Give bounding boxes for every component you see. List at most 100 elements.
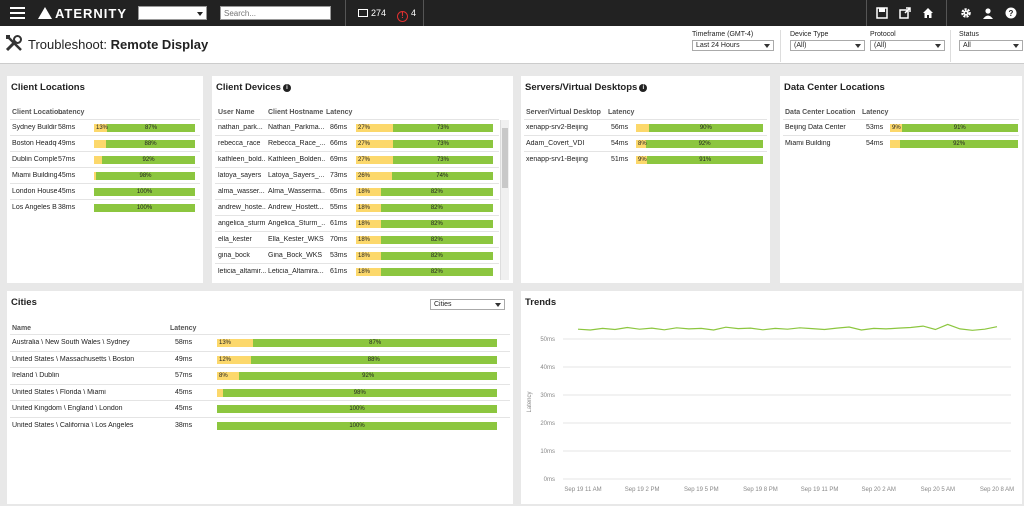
y-tick-label: 50ms xyxy=(540,337,555,343)
table-row[interactable]: leticia_altamir... Leticia_Altamira... 61m… xyxy=(215,263,499,279)
home-icon[interactable] xyxy=(922,7,934,19)
logo-text: ATERNITY xyxy=(55,6,128,21)
alerts-stat[interactable]: ! 4 xyxy=(397,8,416,22)
user-name: gina_bock xyxy=(218,252,250,259)
latency-value: 61ms xyxy=(330,220,348,227)
protocol-dropdown[interactable]: (All) xyxy=(870,40,945,51)
table-row[interactable]: latoya_sayers Latoya_Sayers_... 73ms 74% 26% xyxy=(215,167,499,183)
devices-stat[interactable]: 274 xyxy=(358,8,386,18)
x-tick-label: Sep 19 11 AM xyxy=(564,487,601,493)
user-icon[interactable] xyxy=(982,7,994,19)
location-name: Sydney Building xyxy=(12,124,57,131)
divider xyxy=(950,30,951,62)
table-row[interactable]: Australia \ New South Wales \ Sydney 58ms… xyxy=(10,334,510,351)
panel-title: Client Locations xyxy=(11,82,85,93)
status-filter: Status All xyxy=(959,31,1023,51)
status-dropdown[interactable]: All xyxy=(959,40,1023,51)
export-icon[interactable] xyxy=(899,7,911,19)
table-row[interactable]: Ireland \ Dublin 57ms 92% 8% xyxy=(10,367,510,384)
latency-value: 57ms xyxy=(58,156,76,163)
gear-icon[interactable] xyxy=(960,7,972,19)
latency-value: 45ms xyxy=(58,172,76,179)
table-row[interactable]: Miami Building 54ms 92% xyxy=(783,135,1019,151)
timeframe-label: Timeframe (GMT-4) xyxy=(692,31,754,38)
high-percent-label: 92% xyxy=(362,373,375,379)
search-input[interactable] xyxy=(220,6,331,20)
high-percent-label: 82% xyxy=(430,205,443,211)
menu-icon[interactable] xyxy=(10,7,25,19)
latency-value: 49ms xyxy=(58,140,76,147)
latency-value: 65ms xyxy=(330,188,348,195)
client-hostname: Latoya_Sayers_... xyxy=(268,172,325,179)
latency-bar: 73% 27% xyxy=(356,140,493,148)
low-percent-segment: 18% xyxy=(356,220,381,228)
table-row[interactable]: London House 45ms 100% xyxy=(10,183,200,199)
table-row[interactable]: nathan_park... Nathan_Parkma... 86ms 73% 27% xyxy=(215,119,499,135)
table-row[interactable]: Dublin Complex 57ms 92% xyxy=(10,151,200,167)
high-percent-label: 87% xyxy=(369,340,382,346)
table-row[interactable]: kathleen_bold... Kathleen_Bolden... 69ms 73… xyxy=(215,151,499,167)
low-percent-segment xyxy=(94,156,103,164)
table-row[interactable]: Adam_Covert_VDI 54ms 92% 8% xyxy=(524,135,767,151)
low-percent-segment xyxy=(94,172,97,180)
table-row[interactable]: Los Angeles Bui...38ms 100% xyxy=(10,199,200,215)
latency-bar: 82% 18% xyxy=(356,268,493,276)
context-select[interactable] xyxy=(138,6,207,20)
latency-value: 69ms xyxy=(330,156,348,163)
table-row[interactable]: United Kingdom \ England \ London 45ms 100… xyxy=(10,400,510,417)
table-row[interactable]: Miami Building 45ms 98% xyxy=(10,167,200,183)
latency-bar: 98% xyxy=(217,388,497,397)
user-name: alma_wasser... xyxy=(218,188,265,195)
protocol-label: Protocol xyxy=(870,31,896,38)
high-percent-label: 82% xyxy=(430,253,443,259)
low-percent-segment xyxy=(94,140,107,148)
low-percent-segment: 27% xyxy=(356,156,393,164)
column-header: Data Center Location xyxy=(785,109,856,116)
cities-panel: Cities Name Latency Australia \ New Sout… xyxy=(7,291,513,504)
save-icon[interactable] xyxy=(876,7,888,19)
column-header: Latency xyxy=(58,109,85,116)
device-type-dropdown[interactable]: (All) xyxy=(790,40,865,51)
table-row[interactable]: Boston Headqu...49ms 88% xyxy=(10,135,200,151)
y-axis-label: Latency xyxy=(527,391,533,412)
timeframe-dropdown[interactable]: Last 24 Hours xyxy=(692,40,774,51)
latency-bar: 82% 18% xyxy=(356,204,493,212)
table-row[interactable]: alma_wasser... Alma_Wasserma... 65ms 82% 18% xyxy=(215,183,499,199)
low-percent-segment: 18% xyxy=(356,204,381,212)
table-row[interactable]: angelica_sturm Angelica_Sturm_... 61ms 82% 1… xyxy=(215,215,499,231)
latency-bar: 82% 18% xyxy=(356,236,493,244)
table-row[interactable]: xenapp-srv2-Beijing 56ms 90% xyxy=(524,119,767,135)
table-row[interactable]: United States \ Florida \ Miami 45ms 98% xyxy=(10,383,510,401)
user-name: latoya_sayers xyxy=(218,172,262,179)
table-row[interactable]: rebecca_race Rebecca_Race_... 66ms 73% 27% xyxy=(215,135,499,151)
client-devices-panel: Client Devices i User Name Client Hostnam… xyxy=(212,76,513,283)
column-header: Client Hostname xyxy=(268,109,324,116)
high-percent-label: 74% xyxy=(436,173,449,179)
latency-bar: 90% xyxy=(636,124,763,132)
scrollbar-thumb[interactable] xyxy=(502,128,508,188)
table-row[interactable]: United States \ Massachusetts \ Boston 49… xyxy=(10,350,510,368)
table-row[interactable]: Sydney Building58ms 87% 13% xyxy=(10,119,200,135)
client-hostname: Ella_Kester_WKS xyxy=(268,236,324,243)
latency-bar: 92% 8% xyxy=(636,140,763,148)
scrollbar[interactable] xyxy=(500,120,509,280)
x-tick-label: Sep 20 8 AM xyxy=(980,487,1014,493)
high-percent-label: 100% xyxy=(349,406,365,412)
y-tick-label: 30ms xyxy=(540,393,555,399)
table-row[interactable]: andrew_hoste... Andrew_Hostett... 55ms 82% 1… xyxy=(215,199,499,215)
low-percent-segment xyxy=(890,140,901,148)
high-percent-label: 82% xyxy=(430,221,443,227)
table-row[interactable]: Beijing Data Center 53ms 91% 9% xyxy=(783,119,1019,135)
latency-value: 66ms xyxy=(330,140,348,147)
table-row[interactable]: United States \ California \ Los Angeles… xyxy=(10,416,510,434)
info-icon[interactable]: i xyxy=(282,84,291,92)
column-header: Latency xyxy=(326,109,353,116)
help-icon[interactable]: ? xyxy=(1005,7,1017,19)
table-row[interactable]: ella_kester Ella_Kester_WKS 70ms 82% 18% xyxy=(215,231,499,247)
table-row[interactable]: gina_bock Gina_Bock_WKS 53ms 82% 18% xyxy=(215,247,499,263)
info-icon[interactable]: i xyxy=(639,84,648,92)
aternity-logo[interactable]: ATERNITY xyxy=(38,6,127,21)
low-percent-segment: 12% xyxy=(217,355,251,364)
cities-selector-dropdown[interactable]: Cities xyxy=(430,299,505,310)
table-row[interactable]: xenapp-srv1-Beijing 51ms 91% 9% xyxy=(524,151,767,167)
